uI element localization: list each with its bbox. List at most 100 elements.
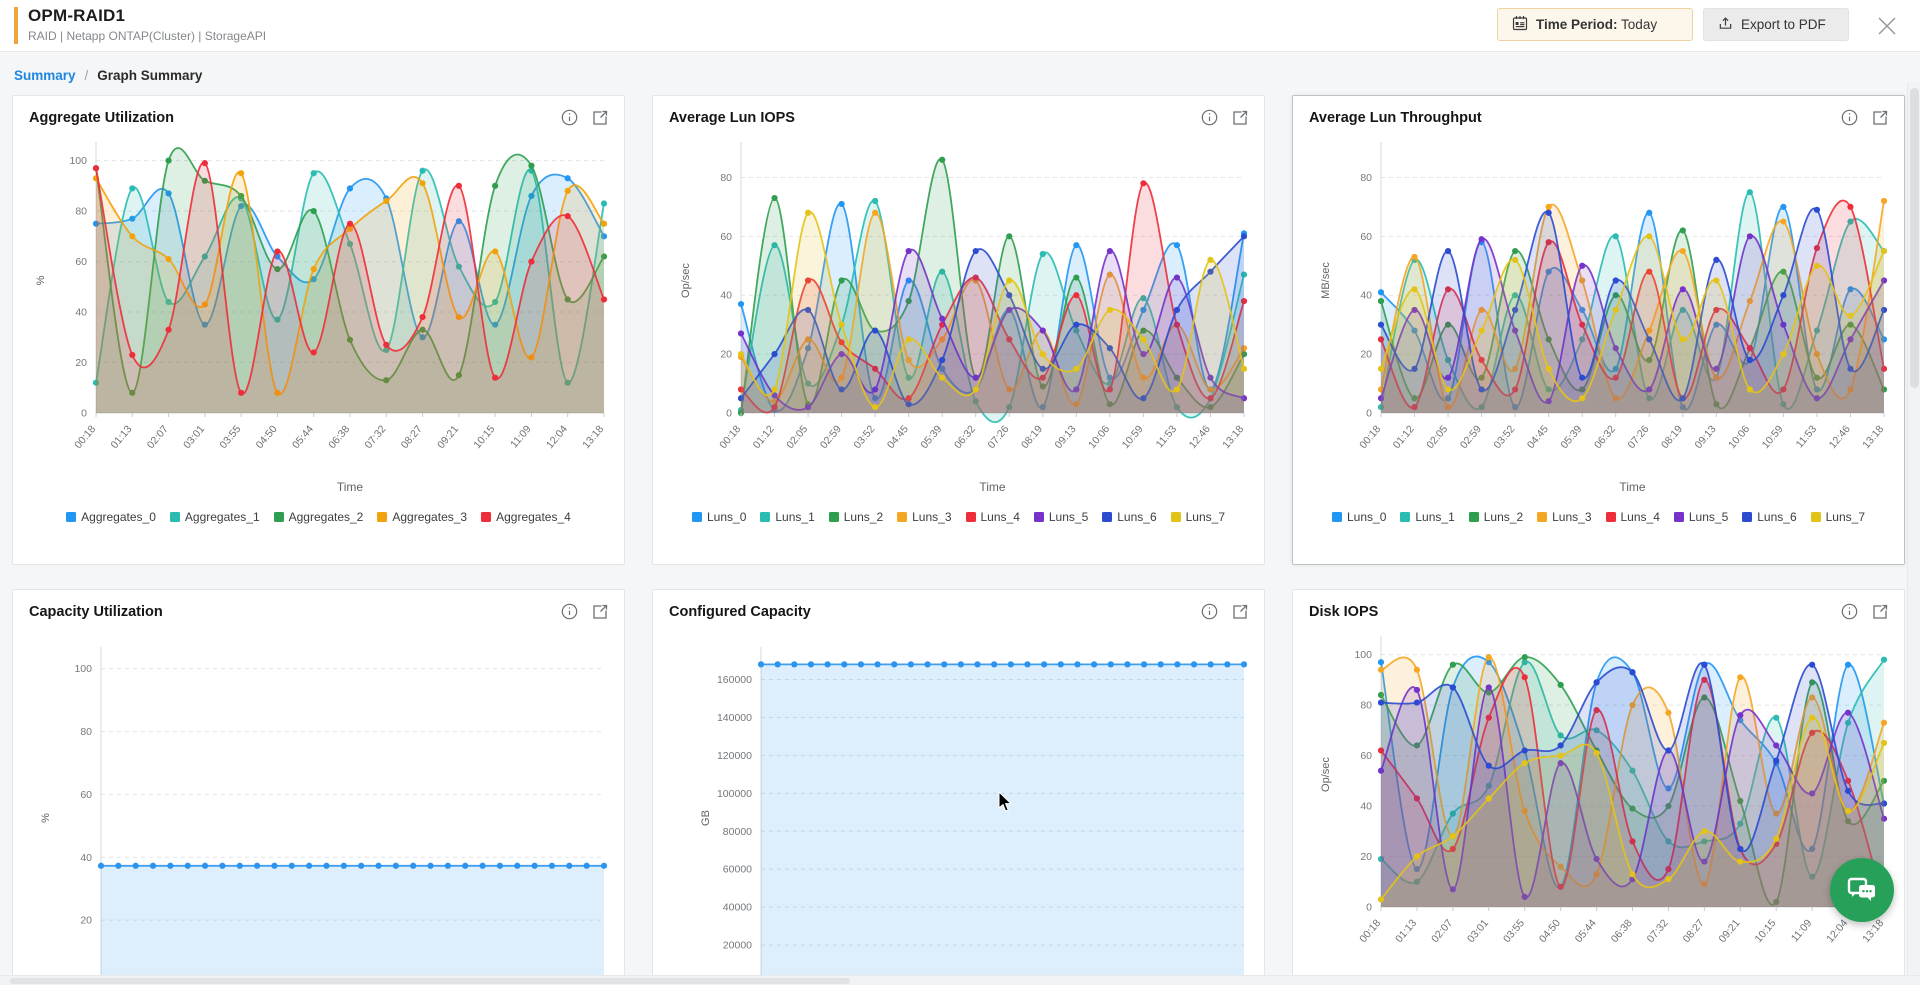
svg-text:01:12: 01:12 (751, 423, 777, 451)
svg-text:03:01: 03:01 (181, 423, 207, 451)
legend-item[interactable]: Luns_4 (1605, 510, 1660, 524)
info-icon[interactable] (1841, 109, 1858, 126)
horizontal-scrollbar-thumb[interactable] (10, 978, 850, 984)
breadcrumb-separator: / (84, 68, 89, 83)
external-link-icon[interactable] (1232, 110, 1248, 126)
breadcrumb-summary-link[interactable]: Summary (14, 68, 76, 83)
close-icon[interactable] (1872, 11, 1902, 41)
info-icon[interactable] (1201, 603, 1218, 620)
aggregate-utilization-chart[interactable]: 0 20 40 60 80 100% 00:18 01:13 02:07 03:01 03:55 04… (13, 128, 625, 508)
legend-item[interactable]: Aggregates_2 (273, 510, 363, 524)
legend-swatch (1468, 512, 1479, 522)
chat-button[interactable] (1830, 858, 1894, 922)
legend-item[interactable]: Luns_6 (1102, 510, 1157, 524)
device-subtitle: RAID | Netapp ONTAP(Cluster) | StorageAP… (28, 29, 267, 43)
svg-text:12:04: 12:04 (1824, 917, 1850, 945)
legend-label: Luns_2 (843, 510, 884, 524)
svg-text:05:39: 05:39 (1558, 423, 1584, 451)
svg-text:00:18: 00:18 (1357, 423, 1383, 451)
legend-label: Aggregates_4 (496, 510, 571, 524)
accent-bar (14, 7, 18, 44)
svg-text:00:18: 00:18 (72, 423, 98, 451)
external-link-icon[interactable] (1872, 604, 1888, 620)
svg-text:100000: 100000 (717, 788, 752, 800)
external-link-icon[interactable] (1872, 110, 1888, 126)
svg-text:09:13: 09:13 (1053, 423, 1079, 451)
panel-disk-iops: Disk IOPS 0 20 40 60 80 100 Op/sec 00:18 01:13 02… (1292, 589, 1905, 985)
svg-text:12:04: 12:04 (544, 423, 570, 451)
info-icon[interactable] (1201, 109, 1218, 126)
legend-item[interactable]: Luns_6 (1742, 510, 1797, 524)
average-lun-throughput-chart[interactable]: 0 20 40 60 80 MB/sec 00:18 01:12 02:05 02:59 03:52… (1293, 128, 1905, 508)
svg-text:07:26: 07:26 (1625, 423, 1651, 451)
chart-legend: Luns_0 Luns_1 Luns_2 Luns_3 Luns_4 Luns_5 Luns… (1293, 510, 1904, 524)
breadcrumb-current: Graph Summary (97, 68, 203, 83)
legend-swatch (1673, 512, 1684, 522)
legend-item[interactable]: Luns_2 (828, 510, 884, 524)
app-header: OPM-RAID1 RAID | Netapp ONTAP(Cluster) |… (0, 0, 1920, 52)
legend-item[interactable]: Luns_3 (1537, 510, 1592, 524)
horizontal-scrollbar[interactable] (0, 975, 1920, 985)
legend-item[interactable]: Aggregates_1 (169, 510, 260, 524)
legend-item[interactable]: Luns_3 (897, 510, 952, 524)
svg-text:Time: Time (979, 480, 1006, 494)
disk-iops-chart[interactable]: 0 20 40 60 80 100 Op/sec 00:18 01:13 02:07 03:01 03… (1293, 622, 1905, 985)
legend-swatch (1170, 512, 1181, 522)
legend-swatch (169, 512, 180, 522)
svg-text:%: % (35, 275, 47, 285)
legend-label: Luns_5 (1688, 510, 1729, 524)
legend-item[interactable]: Luns_4 (965, 510, 1020, 524)
info-icon[interactable] (1841, 603, 1858, 620)
legend-label: Luns_6 (1757, 510, 1797, 524)
external-link-icon[interactable] (1232, 604, 1248, 620)
time-period-button[interactable]: Time Period: Today (1497, 8, 1693, 41)
legend-swatch (1742, 512, 1753, 522)
legend-item[interactable]: Luns_7 (1810, 510, 1865, 524)
svg-text:20: 20 (80, 915, 92, 927)
svg-text:GB: GB (700, 810, 712, 826)
svg-text:Op/sec: Op/sec (1320, 757, 1332, 792)
average-lun-iops-chart[interactable]: 0 20 40 60 80 Op/sec 00:18 01:12 02:05 02:59 03:52… (653, 128, 1265, 508)
legend-item[interactable]: Luns_0 (1332, 510, 1386, 524)
svg-text:13:18: 13:18 (580, 423, 606, 451)
svg-text:40: 40 (1360, 290, 1372, 302)
legend-label: Luns_0 (707, 510, 747, 524)
vertical-scrollbar-thumb[interactable] (1910, 88, 1919, 388)
legend-label: Luns_7 (1185, 510, 1225, 524)
legend-item[interactable]: Luns_1 (760, 510, 815, 524)
legend-item[interactable]: Luns_5 (1673, 510, 1729, 524)
svg-text:03:52: 03:52 (851, 423, 877, 451)
capacity-utilization-chart[interactable]: 20 40 60 80 100% (13, 622, 625, 985)
svg-text:09:21: 09:21 (1716, 917, 1742, 945)
panel-average-lun-iops: Average Lun IOPS 0 20 40 60 80 Op/sec 00:18 01:… (652, 95, 1265, 565)
legend-item[interactable]: Luns_1 (1400, 510, 1455, 524)
svg-text:02:07: 02:07 (145, 423, 171, 451)
svg-text:80: 80 (720, 172, 732, 184)
legend-swatch (1537, 512, 1548, 522)
svg-text:40: 40 (75, 307, 87, 319)
info-icon[interactable] (561, 109, 578, 126)
legend-item[interactable]: Luns_2 (1468, 510, 1523, 524)
svg-text:Op/sec: Op/sec (680, 263, 692, 298)
svg-text:40: 40 (720, 290, 732, 302)
legend-item[interactable]: Aggregates_4 (481, 510, 571, 524)
vertical-scrollbar[interactable] (1907, 82, 1920, 975)
legend-item[interactable]: Luns_5 (1033, 510, 1089, 524)
configured-capacity-chart[interactable]: 20000 40000 60000 80000 100000 120000 140000 16… (653, 622, 1265, 985)
svg-text:10:59: 10:59 (1120, 423, 1146, 451)
info-icon[interactable] (561, 603, 578, 620)
legend-item[interactable]: Aggregates_3 (377, 510, 467, 524)
external-link-icon[interactable] (592, 604, 608, 620)
svg-text:08:19: 08:19 (1019, 423, 1045, 451)
legend-item[interactable]: Luns_7 (1170, 510, 1225, 524)
legend-item[interactable]: Aggregates_0 (66, 510, 156, 524)
export-pdf-button[interactable]: Export to PDF (1703, 8, 1849, 41)
svg-text:04:45: 04:45 (885, 423, 911, 451)
panel-capacity-utilization: Capacity Utilization 20 40 60 80 100% (12, 589, 625, 985)
svg-text:04:45: 04:45 (1525, 423, 1551, 451)
legend-swatch (965, 512, 976, 522)
calendar-icon (1512, 15, 1528, 34)
legend-label: Luns_5 (1048, 510, 1089, 524)
legend-item[interactable]: Luns_0 (692, 510, 746, 524)
external-link-icon[interactable] (592, 110, 608, 126)
